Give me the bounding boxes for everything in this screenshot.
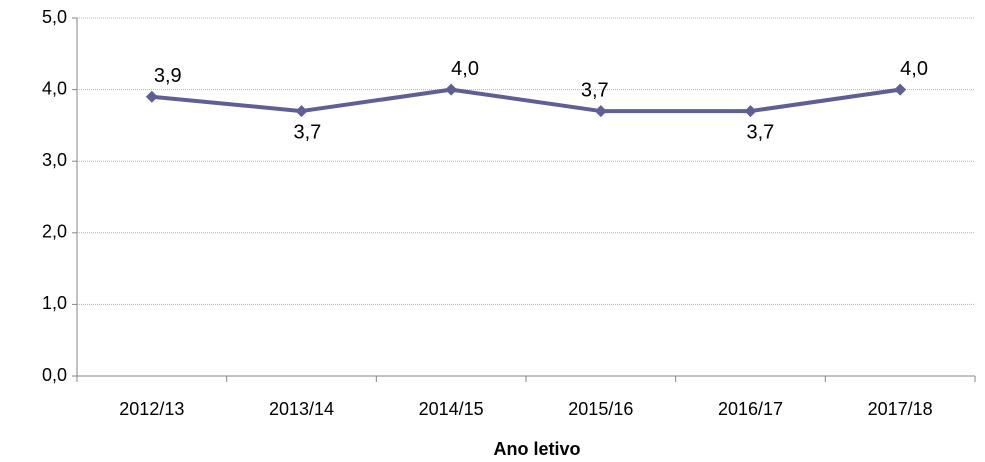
marker (295, 105, 308, 118)
data-label: 3,7 (294, 121, 322, 143)
y-tick-label: 0,0 (42, 365, 67, 385)
y-tick-label: 2,0 (42, 222, 67, 242)
marker (744, 105, 757, 118)
x-tick-label: 2013/14 (269, 399, 334, 419)
data-label: 4,0 (900, 58, 928, 80)
marker (894, 83, 907, 96)
x-tick-label: 2016/17 (718, 399, 783, 419)
data-label: 4,0 (451, 58, 479, 80)
y-tick-label: 4,0 (42, 78, 67, 98)
x-tick-label: 2015/16 (568, 399, 633, 419)
data-label: 3,7 (581, 79, 609, 101)
line (151, 87, 901, 114)
marker (445, 83, 458, 96)
x-tick-label: 2012/13 (119, 399, 184, 419)
x-tick-label: 2017/18 (868, 399, 933, 419)
data-label: 3,9 (154, 65, 182, 87)
marker (145, 90, 158, 103)
y-tick-label: 5,0 (42, 7, 67, 27)
marker (594, 105, 607, 118)
x-axis-label: Ano letivo (493, 439, 580, 459)
y-tick-label: 3,0 (42, 150, 67, 170)
y-tick-label: 1,0 (42, 293, 67, 313)
data-label: 3,7 (747, 121, 775, 143)
x-tick-label: 2014/15 (419, 399, 484, 419)
